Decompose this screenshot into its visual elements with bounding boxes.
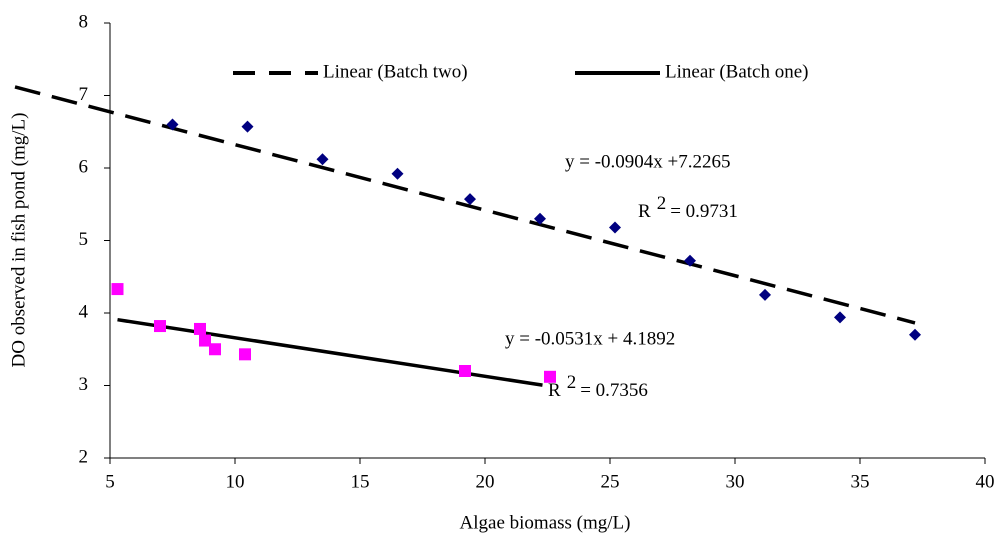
data-point <box>209 343 221 356</box>
data-point <box>609 221 621 234</box>
data-point <box>464 193 476 206</box>
data-point <box>759 288 771 301</box>
y-tick-label: 6 <box>79 156 89 177</box>
data-point <box>241 120 254 133</box>
y-tick-label: 7 <box>79 84 89 105</box>
data-point <box>544 370 556 383</box>
data-point <box>391 167 404 180</box>
trendline-equation: y = -0.0531x + 4.1892 <box>505 328 675 349</box>
y-tick-label: 4 <box>79 301 89 322</box>
legend-label: Linear (Batch two) <box>323 61 468 82</box>
r-squared: R 2 = 0.9731 <box>638 193 738 222</box>
data-point <box>199 334 211 347</box>
data-point <box>684 254 696 267</box>
data-point <box>166 118 179 131</box>
x-tick-label: 5 <box>105 471 115 492</box>
y-tick-label: 2 <box>79 446 89 467</box>
r-squared-exponent: 2 <box>657 193 667 214</box>
r-squared-symbol: R <box>548 380 561 401</box>
data-point <box>909 328 921 341</box>
data-point <box>194 322 206 335</box>
trendline <box>14 85 916 325</box>
r-squared-exponent: 2 <box>567 372 577 393</box>
data-point <box>316 153 329 166</box>
y-tick-label: 3 <box>79 374 89 395</box>
r-squared-value: = 0.7356 <box>580 380 648 401</box>
r-squared-value: = 0.9731 <box>670 201 738 222</box>
r-squared-symbol: R <box>638 201 651 222</box>
x-tick-label: 35 <box>851 471 870 492</box>
data-point <box>239 348 251 361</box>
data-point <box>459 365 471 377</box>
data-point <box>154 320 166 333</box>
data-point <box>111 283 124 296</box>
x-tick-label: 10 <box>226 471 245 492</box>
x-tick-label: 30 <box>726 471 745 492</box>
x-tick-label: 15 <box>351 471 370 492</box>
data-point <box>834 311 846 324</box>
y-tick-label: 8 <box>79 11 89 32</box>
data-point <box>534 212 546 225</box>
x-tick-label: 20 <box>476 471 495 492</box>
r-squared: R 2 = 0.7356 <box>548 372 648 401</box>
trendline-equation: y = -0.0904x +7.2265 <box>565 151 731 172</box>
x-tick-label: 40 <box>976 471 995 492</box>
y-tick-label: 5 <box>79 229 89 250</box>
trendline <box>117 317 543 387</box>
legend-label: Linear (Batch one) <box>665 61 808 82</box>
x-axis-label: Algae biomass (mg/L) <box>460 512 631 533</box>
y-axis-label: DO observed in fish pond (mg/L) <box>8 113 29 368</box>
x-tick-label: 25 <box>601 471 620 492</box>
